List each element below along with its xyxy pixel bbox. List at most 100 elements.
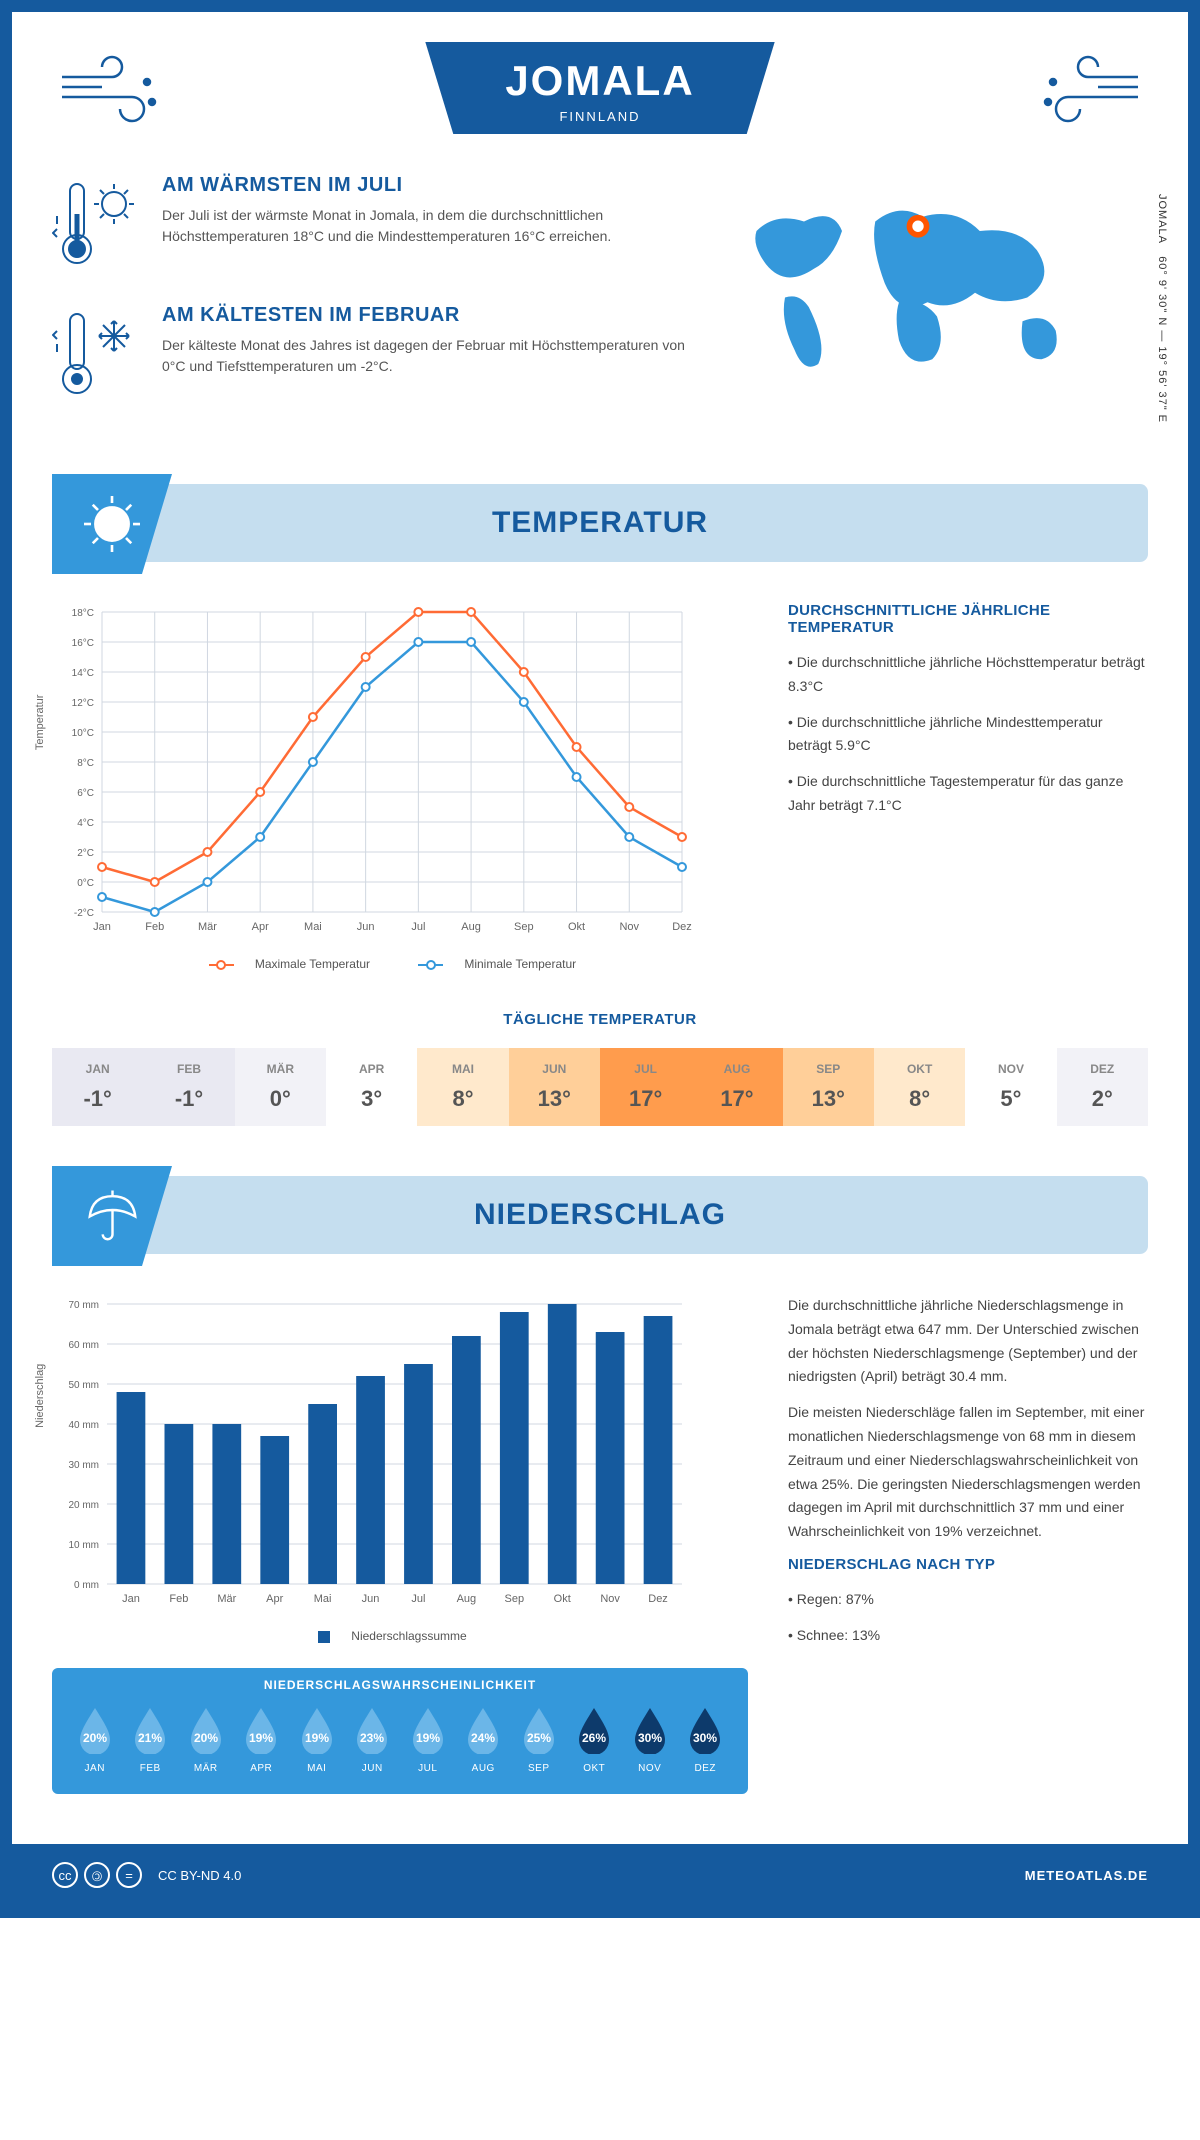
temp-cell: AUG17° <box>691 1048 782 1126</box>
thermometer-snow-icon <box>52 304 142 404</box>
svg-text:-2°C: -2°C <box>74 908 94 919</box>
svg-text:Jan: Jan <box>122 1593 140 1605</box>
svg-text:Jun: Jun <box>362 1593 380 1605</box>
umbrella-icon <box>52 1166 172 1266</box>
precip-probability-panel: NIEDERSCHLAGSWAHRSCHEINLICHKEIT 20% JAN … <box>52 1668 748 1794</box>
coordinates-label: JOMALA 60° 9' 30" N — 19° 56' 37" E <box>1156 194 1168 423</box>
header: JOMALA FINNLAND <box>52 42 1148 134</box>
page-frame: JOMALA FINNLAND AM WÄRMSTEN IM JULI Der … <box>0 0 1200 1918</box>
svg-text:20%: 20% <box>83 1731 107 1745</box>
precip-drop: 21% FEB <box>123 1704 179 1774</box>
svg-text:12°C: 12°C <box>72 698 94 709</box>
svg-text:40 mm: 40 mm <box>68 1420 99 1431</box>
temp-cell: NOV5° <box>965 1048 1056 1126</box>
svg-text:2°C: 2°C <box>77 848 94 859</box>
top-info-row: AM WÄRMSTEN IM JULI Der Juli ist der wär… <box>52 174 1148 434</box>
daily-temp-table: TÄGLICHE TEMPERATUR JAN-1° FEB-1° MÄR0° … <box>52 1011 1148 1126</box>
precip-section-title: NIEDERSCHLAG <box>72 1198 1128 1232</box>
svg-text:0°C: 0°C <box>77 878 94 889</box>
temp-cell: JAN-1° <box>52 1048 143 1126</box>
svg-text:Dez: Dez <box>648 1593 668 1605</box>
svg-text:30%: 30% <box>638 1731 662 1745</box>
temp-cell: APR3° <box>326 1048 417 1126</box>
precip-section-header: NIEDERSCHLAG <box>52 1176 1148 1254</box>
footer: cc 🄯 = CC BY-ND 4.0 METEOATLAS.DE <box>12 1844 1188 1906</box>
svg-text:14°C: 14°C <box>72 668 94 679</box>
precip-drop: 20% JAN <box>67 1704 123 1774</box>
svg-text:Mai: Mai <box>314 1593 332 1605</box>
coldest-block: AM KÄLTESTEN IM FEBRUAR Der kälteste Mon… <box>52 304 698 404</box>
svg-text:18°C: 18°C <box>72 608 94 619</box>
precip-chart-row: Niederschlag 0 mm10 mm20 mm30 mm40 mm50 … <box>52 1294 1148 1794</box>
svg-text:16°C: 16°C <box>72 638 94 649</box>
svg-text:23%: 23% <box>360 1731 384 1745</box>
wind-icon <box>1028 52 1148 132</box>
temp-info: DURCHSCHNITTLICHE JÄHRLICHE TEMPERATUR •… <box>788 602 1148 971</box>
precip-drop: 24% AUG <box>456 1704 512 1774</box>
temp-section-title: TEMPERATUR <box>72 506 1128 540</box>
site-name: METEOATLAS.DE <box>1025 1868 1148 1883</box>
temp-line-chart: Temperatur -2°C0°C2°C4°C6°C8°C10°C12°C14… <box>52 602 748 971</box>
svg-text:Apr: Apr <box>266 1593 283 1605</box>
svg-text:Jun: Jun <box>357 921 375 933</box>
svg-text:Jan: Jan <box>93 921 111 933</box>
sun-icon <box>52 474 172 574</box>
page-title: JOMALA <box>505 57 694 105</box>
svg-text:8°C: 8°C <box>77 758 94 769</box>
nd-icon: = <box>116 1862 142 1888</box>
precip-bar-chart: Niederschlag 0 mm10 mm20 mm30 mm40 mm50 … <box>52 1294 748 1794</box>
svg-text:Mai: Mai <box>304 921 322 933</box>
svg-text:Sep: Sep <box>505 1593 525 1605</box>
thermometer-sun-icon <box>52 174 142 274</box>
precip-drop: 19% MAI <box>289 1704 345 1774</box>
precip-drop: 20% MÄR <box>178 1704 234 1774</box>
svg-text:19%: 19% <box>416 1731 440 1745</box>
temp-cell: DEZ2° <box>1057 1048 1148 1126</box>
svg-text:Jul: Jul <box>411 1593 425 1605</box>
precip-drop: 23% JUN <box>345 1704 401 1774</box>
svg-text:10°C: 10°C <box>72 728 94 739</box>
svg-text:60 mm: 60 mm <box>68 1340 99 1351</box>
warmest-title: AM WÄRMSTEN IM JULI <box>162 174 698 197</box>
precip-info: Die durchschnittliche jährliche Niedersc… <box>788 1294 1148 1794</box>
svg-text:Apr: Apr <box>252 921 269 933</box>
svg-text:Jul: Jul <box>411 921 425 933</box>
svg-text:Okt: Okt <box>554 1593 571 1605</box>
world-map: JOMALA 60° 9' 30" N — 19° 56' 37" E <box>728 174 1148 434</box>
license-badge: cc 🄯 = CC BY-ND 4.0 <box>52 1862 241 1888</box>
temp-cell: OKT8° <box>874 1048 965 1126</box>
temp-chart-row: Temperatur -2°C0°C2°C4°C6°C8°C10°C12°C14… <box>52 602 1148 971</box>
svg-text:Mär: Mär <box>217 1593 236 1605</box>
svg-text:24%: 24% <box>471 1731 495 1745</box>
precip-drop: 30% DEZ <box>678 1704 734 1774</box>
climate-summary: AM WÄRMSTEN IM JULI Der Juli ist der wär… <box>52 174 698 434</box>
svg-text:50 mm: 50 mm <box>68 1380 99 1391</box>
svg-text:0 mm: 0 mm <box>74 1580 99 1591</box>
coldest-title: AM KÄLTESTEN IM FEBRUAR <box>162 304 698 327</box>
svg-text:19%: 19% <box>305 1731 329 1745</box>
svg-text:Feb: Feb <box>145 921 164 933</box>
svg-text:26%: 26% <box>582 1731 606 1745</box>
temp-cell: SEP13° <box>783 1048 874 1126</box>
svg-text:Feb: Feb <box>169 1593 188 1605</box>
svg-text:20%: 20% <box>194 1731 218 1745</box>
svg-text:Dez: Dez <box>672 921 692 933</box>
svg-text:Aug: Aug <box>461 921 481 933</box>
temp-legend: Maximale Temperatur Minimale Temperatur <box>52 957 748 971</box>
temperature-section-header: TEMPERATUR <box>52 484 1148 562</box>
temp-cell: MAI8° <box>417 1048 508 1126</box>
svg-text:19%: 19% <box>249 1731 273 1745</box>
svg-text:20 mm: 20 mm <box>68 1500 99 1511</box>
svg-text:25%: 25% <box>527 1731 551 1745</box>
svg-text:4°C: 4°C <box>77 818 94 829</box>
wind-icon <box>52 52 172 132</box>
title-banner: JOMALA FINNLAND <box>425 42 774 134</box>
precip-drop: 30% NOV <box>622 1704 678 1774</box>
warmest-block: AM WÄRMSTEN IM JULI Der Juli ist der wär… <box>52 174 698 274</box>
svg-text:70 mm: 70 mm <box>68 1300 99 1311</box>
svg-text:Nov: Nov <box>600 1593 620 1605</box>
svg-text:21%: 21% <box>138 1731 162 1745</box>
precip-drop: 19% JUL <box>400 1704 456 1774</box>
svg-text:30 mm: 30 mm <box>68 1460 99 1471</box>
precip-drop: 25% SEP <box>511 1704 567 1774</box>
